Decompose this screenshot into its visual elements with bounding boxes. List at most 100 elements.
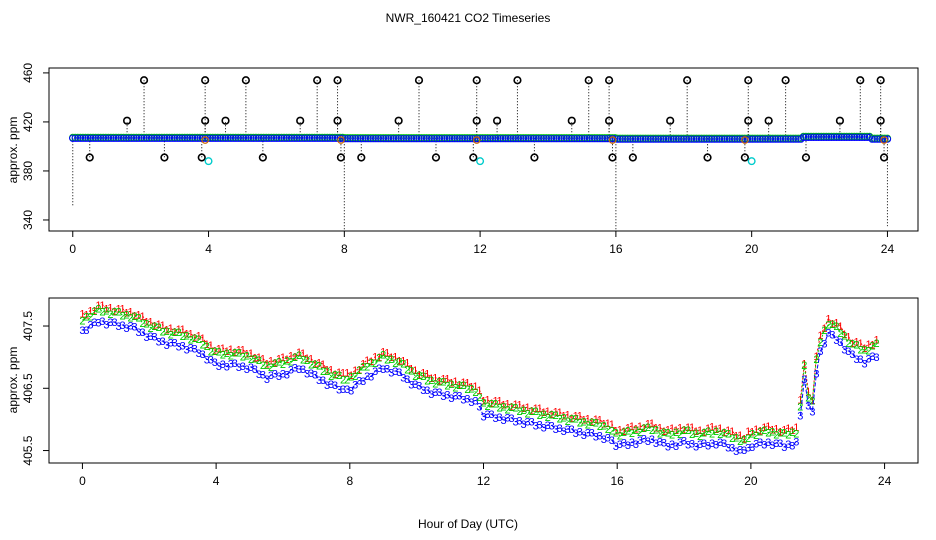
bottom-series-3-point: 3: [609, 435, 615, 447]
bottom-series-3-point: 3: [637, 435, 643, 447]
bottom-series-1-point: 1: [127, 306, 133, 318]
bottom-series-2-point: 2: [376, 353, 382, 365]
bottom-series-3-point: 3: [308, 368, 314, 380]
bottom-series-3-point: 3: [280, 368, 286, 380]
top-outlier-point: [469, 153, 478, 162]
bottom-series-1-point: 1: [657, 422, 663, 434]
bottom-series-1-point: 1: [553, 407, 559, 419]
top-outlier-point: [744, 116, 753, 125]
bottom-series-1-point: 1: [79, 309, 85, 321]
bottom-series-3-point: 3: [115, 321, 121, 333]
bottom-series-3-point: 3: [99, 316, 105, 328]
bottom-series-1-point: 1: [464, 377, 470, 389]
bottom-series-2-point: 2: [280, 359, 286, 371]
bottom-series-1-point: 1: [424, 369, 430, 381]
bottom-series-3-point: 3: [869, 351, 875, 363]
bottom-series-2-point: 2: [188, 335, 194, 347]
bottom-series-2-point: 2: [160, 327, 166, 339]
bottom-series-1-point: 1: [328, 365, 334, 377]
bottom-series-3-point: 3: [432, 387, 438, 399]
top-outlier-point: [139, 76, 149, 85]
bottom-series-3-point: 3: [452, 391, 458, 403]
bottom-series-3-line: [479, 406, 609, 440]
bottom-series-3-point: 3: [517, 416, 523, 428]
bottom-series-3-point: 3: [264, 374, 270, 386]
bottom-series-3-point: 3: [180, 340, 186, 352]
bottom-series-3-point: 3: [464, 393, 470, 405]
top-outlier-point: [472, 76, 481, 85]
bottom-series-1-point: 1: [677, 423, 683, 435]
bottom-series-3-point: 3: [721, 438, 727, 450]
bottom-series-2-point: 2: [761, 425, 767, 437]
bottom-x-tick-label: 16: [611, 474, 625, 488]
top-outlier-point: [160, 153, 169, 162]
bottom-series-2-point: 2: [284, 356, 290, 368]
bottom-series-2-point: 2: [773, 430, 779, 442]
bottom-series-2-point: 2: [797, 401, 803, 413]
bottom-series-1-point: 1: [103, 304, 109, 316]
bottom-series-2-point: 2: [392, 358, 398, 370]
bottom-series-1-line: [611, 422, 745, 440]
bottom-series-2-point: 2: [545, 412, 551, 424]
top-x-tick-label: 16: [609, 242, 623, 256]
bottom-series-2-point: 2: [456, 380, 462, 392]
bottom-series-3-point: 3: [332, 380, 338, 392]
top-x-tick-label: 24: [881, 242, 895, 256]
bottom-series-2-point: 2: [480, 398, 486, 410]
bottom-series-3-point: 3: [372, 366, 378, 378]
bottom-series-3-point: 3: [320, 375, 326, 387]
bottom-series-3-point: 3: [797, 411, 803, 423]
top-baseline-point-red: [472, 136, 481, 144]
bottom-series-2-point: 2: [416, 370, 422, 382]
top-baseline-point-red: [201, 136, 209, 144]
bottom-series-2-point: 2: [308, 360, 314, 372]
bottom-series-3-point: 3: [553, 424, 559, 436]
bottom-series-1-point: 1: [304, 353, 310, 365]
bottom-series-2-point: 2: [448, 379, 454, 391]
bottom-y-axis: 405.5 406.5 407.5: [21, 311, 49, 466]
bottom-series-3-point: 3: [312, 369, 318, 381]
top-outlier-point: [241, 76, 250, 85]
top-outlier-point: [313, 76, 322, 85]
top-outlier-point: [683, 76, 692, 85]
bottom-series-3-point: 3: [773, 438, 779, 450]
bottom-series-1-point: 1: [404, 358, 410, 370]
bottom-series-2-point: 2: [741, 434, 747, 446]
bottom-series-1-point: 1: [372, 352, 378, 364]
top-outlier-point: [764, 116, 773, 125]
bottom-series-2-point: 2: [873, 338, 879, 350]
bottom-series-3-point: 3: [665, 442, 671, 454]
bottom-series-3-point: 3: [87, 320, 93, 332]
bottom-series-3-point: 3: [825, 328, 831, 340]
bottom-series-2-point: 2: [87, 312, 93, 324]
top-outlier-point: [513, 76, 522, 85]
bottom-series-1-point: 1: [476, 385, 482, 397]
bottom-series-1-point: 1: [593, 414, 599, 426]
bottom-series-2-point: 2: [681, 425, 687, 437]
bottom-series-3-point: 3: [468, 397, 474, 409]
bottom-series-1-point: 1: [344, 368, 350, 380]
bottom-series-3-point: 3: [456, 391, 462, 403]
bottom-series-3-point: 3: [557, 423, 563, 435]
bottom-series-1-point: 1: [188, 328, 194, 340]
bottom-series-2-point: 2: [673, 427, 679, 439]
top-outlier-point: [530, 153, 539, 162]
bottom-series-1-point: 1: [83, 309, 89, 321]
bottom-series-2-point: 2: [865, 345, 871, 357]
bottom-series-3-point: 3: [176, 341, 182, 353]
bottom-series-3-point: 3: [653, 438, 659, 450]
top-x-tick-label: 20: [745, 242, 759, 256]
bottom-series-1-point: 1: [284, 354, 290, 366]
bottom-series-3-point: 3: [701, 438, 707, 450]
bottom-series-2-point: 2: [861, 345, 867, 357]
bottom-series-1-point: 1: [388, 352, 394, 364]
bottom-series-3-point: 3: [492, 413, 498, 425]
bottom-series-2-point: 2: [404, 364, 410, 376]
top-outlier-point: [666, 116, 675, 125]
bottom-series-3-point: 3: [296, 364, 302, 376]
bottom-series-2-point: 2: [464, 384, 470, 396]
bottom-series-1-point: 1: [853, 337, 859, 349]
bottom-x-tick-label: 24: [878, 474, 892, 488]
bottom-series-3-point: 3: [200, 349, 206, 361]
bottom-y-tick-label: 407.5: [21, 311, 35, 341]
